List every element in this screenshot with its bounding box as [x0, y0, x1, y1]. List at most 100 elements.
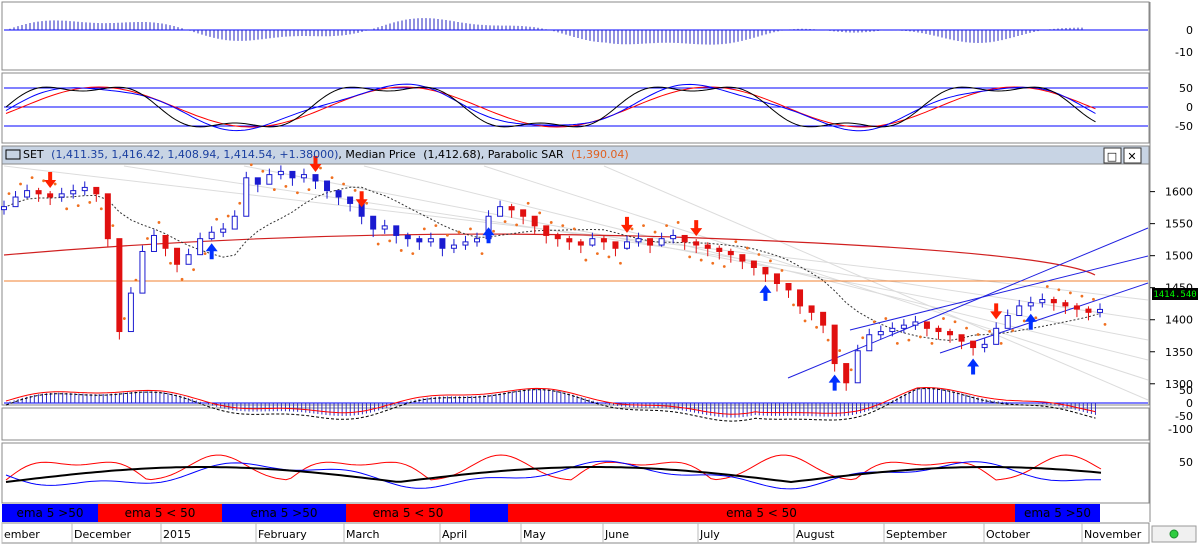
- sar-dot: [942, 317, 945, 320]
- month-label: July: [699, 528, 720, 541]
- candle: [289, 170, 296, 179]
- sar-dot: [953, 320, 957, 324]
- sar-dot: [526, 201, 530, 205]
- candle: [1062, 302, 1069, 307]
- sar-dot: [665, 224, 668, 228]
- candle: [970, 340, 977, 349]
- candle: [647, 238, 654, 246]
- candle: [1004, 315, 1011, 329]
- candle: [635, 238, 642, 243]
- trend-band: [2, 504, 98, 522]
- candle: [462, 241, 469, 246]
- candle: [70, 190, 77, 195]
- y-tick-label: 1550: [1165, 218, 1193, 231]
- sar-dot: [515, 223, 519, 227]
- candle: [762, 266, 769, 275]
- sar-dot: [122, 317, 126, 320]
- sell-arrow-icon: [620, 216, 633, 233]
- y-tick-label: -10: [1175, 46, 1193, 59]
- sar-dot: [99, 207, 103, 211]
- sar-dot: [607, 255, 611, 259]
- candle: [197, 238, 204, 256]
- y-tick-label: 50: [1179, 384, 1193, 397]
- sar-dot: [849, 368, 853, 372]
- trend-band: [508, 504, 1015, 522]
- buy-arrow-icon: [482, 227, 495, 244]
- sar-dot: [584, 258, 588, 262]
- sar-dot: [388, 239, 392, 243]
- sar-dot: [146, 237, 149, 240]
- panel-adx: [1, 442, 1150, 504]
- trend-band-label: ema 5 >50: [1024, 506, 1091, 520]
- candle: [439, 238, 446, 249]
- candle: [174, 247, 181, 265]
- close-button[interactable]: [1123, 147, 1142, 164]
- candle: [750, 260, 757, 268]
- candle: [1050, 299, 1057, 304]
- sar-dot: [65, 207, 69, 211]
- trend-band-label: ema 5 < 50: [726, 506, 797, 520]
- sell-arrow-icon: [990, 303, 1003, 320]
- adx-minus-di-line: [5, 460, 1102, 490]
- month-label: 2015: [163, 528, 191, 541]
- candle: [474, 238, 481, 243]
- sar-dot: [722, 265, 726, 268]
- sar-dot: [699, 258, 703, 262]
- sar-dot: [538, 211, 542, 215]
- candle: [877, 331, 884, 336]
- y-tick-label: 0: [1186, 24, 1193, 37]
- sar-dot: [469, 227, 472, 231]
- sar-dot: [1022, 319, 1026, 323]
- sar-dot: [1011, 329, 1015, 332]
- sar-dot: [261, 169, 265, 173]
- candle: [808, 305, 815, 313]
- sar-dot: [215, 217, 219, 221]
- last-price-label: 1414.540: [1153, 290, 1196, 300]
- candle: [427, 238, 434, 243]
- month-label: September: [886, 528, 947, 541]
- sar-dot: [411, 252, 415, 256]
- adx-plus-di-line: [5, 454, 1102, 481]
- restore-button[interactable]: [1103, 147, 1122, 164]
- candle: [520, 209, 527, 217]
- sar-dot: [895, 341, 899, 345]
- candle: [347, 196, 354, 204]
- candle: [208, 231, 215, 240]
- candle: [150, 234, 157, 252]
- candle: [393, 225, 400, 236]
- month-label: February: [258, 528, 307, 541]
- sar-dot: [872, 320, 876, 324]
- sar-dot: [838, 349, 842, 352]
- trend-band-label: ema 5 < 50: [125, 506, 196, 520]
- candle: [727, 250, 734, 256]
- sar-dot: [1092, 297, 1095, 301]
- candle: [1097, 308, 1103, 313]
- y-tick-label: 1350: [1165, 346, 1193, 359]
- sar-dot: [180, 277, 184, 281]
- candle: [404, 234, 411, 240]
- sar-dot: [272, 188, 276, 192]
- month-label: May: [523, 528, 546, 541]
- guide-line: [483, 165, 1149, 381]
- trend-band: [470, 504, 508, 522]
- candle: [324, 180, 331, 192]
- sar-dot: [653, 230, 657, 234]
- candle: [1016, 305, 1023, 317]
- candle: [1027, 302, 1034, 307]
- y-tick-label: 1500: [1165, 250, 1193, 263]
- month-label: October: [986, 528, 1030, 541]
- panel-oscillator: [1, 72, 1150, 144]
- month-label: March: [346, 528, 380, 541]
- guide-line: [3, 165, 1149, 301]
- candle: [831, 324, 838, 365]
- candle: [716, 247, 723, 252]
- candle: [773, 273, 780, 285]
- sar-dot: [53, 182, 57, 186]
- candle: [497, 206, 504, 217]
- sar-dot: [319, 166, 322, 170]
- candle: [797, 289, 804, 307]
- candle: [185, 254, 192, 265]
- month-label: ember: [4, 528, 40, 541]
- candle: [254, 177, 261, 185]
